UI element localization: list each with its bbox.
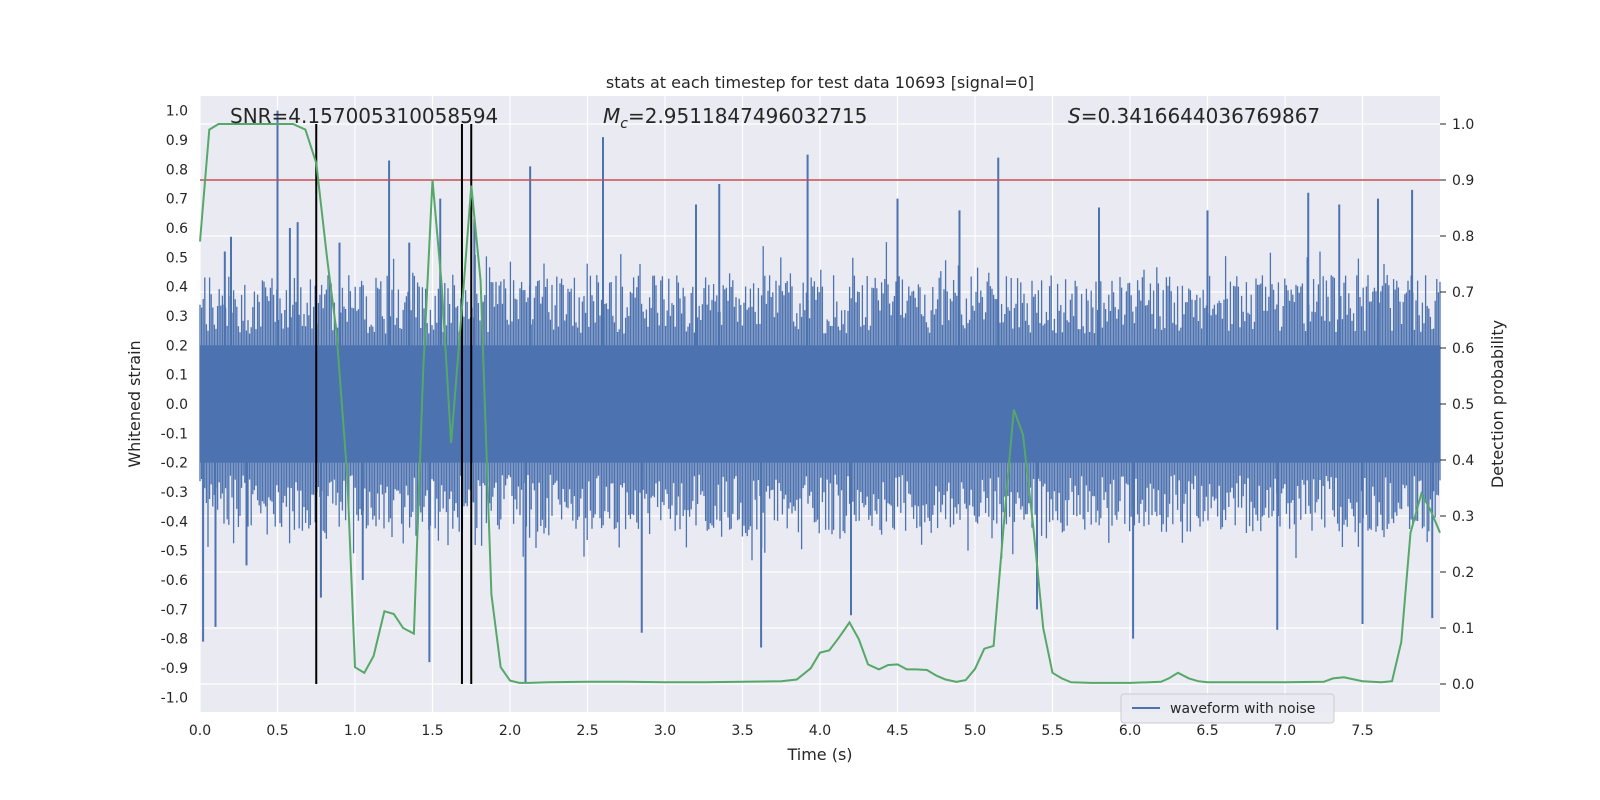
x-tick-label: 6.5 xyxy=(1196,723,1218,739)
x-tick-label: 5.5 xyxy=(1041,723,1063,739)
y-right-tick-label: 0.4 xyxy=(1452,453,1474,469)
snr-annotation: SNR=4.157005310058594 xyxy=(230,104,498,128)
x-tick-label: 7.5 xyxy=(1351,723,1373,739)
x-axis-label: Time (s) xyxy=(786,745,852,764)
y-left-tick-label: 0.0 xyxy=(166,397,188,413)
y-left-tick-label: 0.1 xyxy=(166,368,188,384)
mc-subscript: c xyxy=(620,116,628,132)
s-symbol: S xyxy=(1068,104,1081,128)
x-tick-label: 3.0 xyxy=(654,723,676,739)
mc-annotation: Mc=2.9511847496032715 xyxy=(603,104,867,132)
vertical-markers xyxy=(315,124,473,684)
legend-label-waveform: waveform with noise xyxy=(1170,701,1315,717)
y-right-tick-label: 0.1 xyxy=(1452,621,1474,637)
legend-box xyxy=(1120,693,1335,724)
mc-symbol: M xyxy=(603,104,620,128)
y-left-tick-label: 0.4 xyxy=(166,280,188,296)
y-left-tick-label: -0.9 xyxy=(161,661,188,677)
y-left-tick-label: 0.9 xyxy=(166,133,188,149)
legend: waveform with noise xyxy=(1120,693,1335,724)
y-right-tick-label: 0.8 xyxy=(1452,229,1474,245)
y-left-tick-label: -0.8 xyxy=(161,632,188,648)
x-tick-labels: 0.0 0.5 1.0 1.5 2.0 2.5 3.0 3.5 4.0 4.5 5.0 5.5 6.0 6… xyxy=(189,723,1374,739)
s-annotation: S=0.3416644036769867 xyxy=(1068,104,1320,128)
y-left-tick-label: 0.7 xyxy=(166,192,188,208)
y-left-tick-label: -1.0 xyxy=(161,690,188,706)
y-left-tick-label: -0.6 xyxy=(161,573,188,589)
y-right-tick-label: 1.0 xyxy=(1452,117,1474,133)
y-right-tick-label: 0.3 xyxy=(1452,509,1474,525)
x-tick-label: 2.5 xyxy=(576,723,598,739)
y-left-tick-label: -0.3 xyxy=(161,485,188,501)
y-left-tick-label: -0.1 xyxy=(161,426,188,442)
waveform-series xyxy=(199,110,1441,683)
x-tick-label: 0.0 xyxy=(189,723,211,739)
x-tick-label: 0.5 xyxy=(266,723,288,739)
y-right-tick-labels: 1.0 0.9 0.8 0.7 0.6 0.5 0.4 0.3 0.2 0.1 0.0 xyxy=(1440,117,1474,693)
x-tick-label: 7.0 xyxy=(1274,723,1296,739)
y-left-tick-label: -0.4 xyxy=(161,514,188,530)
detection-probability-line xyxy=(199,123,1441,684)
y-left-tick-labels: 1.0 0.9 0.8 0.7 0.6 0.5 0.4 0.3 0.2 0.1 0.0 -0.1 -0.… xyxy=(161,104,188,707)
mc-value: =2.9511847496032715 xyxy=(628,104,867,128)
y-left-tick-label: -0.7 xyxy=(161,602,188,618)
x-tick-label: 4.0 xyxy=(809,723,831,739)
y-left-tick-label: 0.5 xyxy=(166,250,188,266)
y-left-tick-label: 0.6 xyxy=(166,221,188,237)
y-left-tick-label: 0.8 xyxy=(166,162,188,178)
y-right-tick-label: 0.5 xyxy=(1452,397,1474,413)
x-tick-label: 1.5 xyxy=(421,723,443,739)
y-right-tick-label: 0.9 xyxy=(1452,173,1474,189)
y-right-tick-label: 0.7 xyxy=(1452,285,1474,301)
s-value: =0.3416644036769867 xyxy=(1081,104,1320,128)
x-tick-label: 6.0 xyxy=(1119,723,1141,739)
y-right-tick-label: 0.6 xyxy=(1452,341,1474,357)
chart-title: stats at each timestep for test data 106… xyxy=(606,73,1034,92)
y-right-tick-label: 0.0 xyxy=(1452,677,1474,693)
y-left-tick-label: 0.3 xyxy=(166,309,188,325)
x-tick-label: 1.0 xyxy=(344,723,366,739)
y-left-tick-label: 1.0 xyxy=(166,104,188,120)
y-left-tick-label: -0.2 xyxy=(161,456,188,472)
x-tick-label: 5.0 xyxy=(964,723,986,739)
y-left-axis-label: Whitened strain xyxy=(125,340,144,467)
y-left-tick-label: 0.2 xyxy=(166,338,188,354)
y-left-tick-label: -0.5 xyxy=(161,544,188,560)
y-right-axis-label: Detection probability xyxy=(1488,320,1507,488)
x-tick-label: 2.0 xyxy=(499,723,521,739)
x-tick-label: 3.5 xyxy=(731,723,753,739)
y-right-tick-label: 0.2 xyxy=(1452,565,1474,581)
x-tick-label: 4.5 xyxy=(886,723,908,739)
